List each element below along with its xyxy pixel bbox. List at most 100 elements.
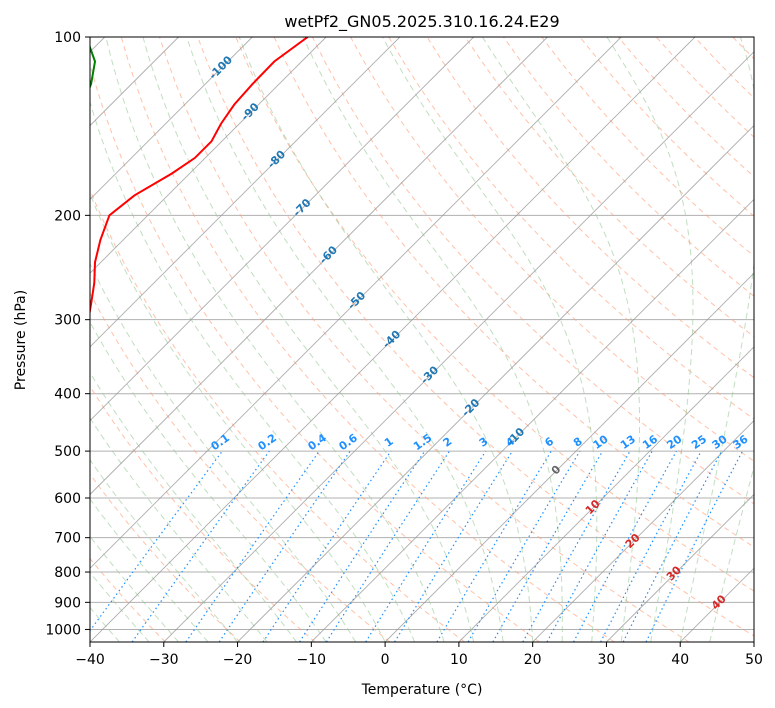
mixing-ratio-label: 8 <box>571 435 585 450</box>
isotherm-line <box>90 37 253 200</box>
moist-adiabat-line <box>709 464 754 642</box>
mixing-ratio-label: 25 <box>689 433 709 452</box>
grid-layer <box>90 37 775 642</box>
mixing-ratio-label: 1 <box>382 435 396 450</box>
y-tick-label: 700 <box>54 531 81 547</box>
isotherm-line <box>90 37 696 642</box>
isotherm-line <box>384 272 754 642</box>
y-tick-label: 1000 <box>45 622 81 638</box>
mixing-ratio-line <box>572 450 677 642</box>
moist-adiabat-line <box>302 37 563 642</box>
y-tick-label: 600 <box>54 491 81 507</box>
mixing-ratio-label: 0.4 <box>306 431 330 453</box>
dry-adiabat-line <box>464 37 754 338</box>
isotherm-label: -50 <box>345 289 368 312</box>
isotherm-label: 40 <box>709 592 729 612</box>
x-tick-label: −20 <box>223 652 253 668</box>
isotherm-line <box>606 493 754 642</box>
moist-adiabat-line <box>90 459 238 642</box>
isotherm-line <box>90 37 327 274</box>
isotherm-line <box>90 37 474 422</box>
temperature-profile-line <box>90 37 309 317</box>
mixing-ratio-line <box>394 450 513 642</box>
moist-adiabat-line <box>679 37 754 642</box>
isotherm-line <box>163 51 754 642</box>
y-axis-label: Pressure (hPa) <box>13 290 29 390</box>
dry-adiabat-line <box>159 37 690 642</box>
series-layer <box>90 37 309 317</box>
x-axis-label: Temperature (°C) <box>361 682 483 698</box>
isotherm-line <box>90 37 622 569</box>
dry-adiabat-line <box>655 37 754 138</box>
dry-adiabat-line <box>311 37 754 505</box>
x-tick-label: 10 <box>450 652 468 668</box>
x-tick-label: 50 <box>745 652 763 668</box>
mixing-ratio-label: 1.5 <box>411 431 434 453</box>
y-tick-label: 400 <box>54 387 81 403</box>
dry-adiabat-line <box>197 37 754 637</box>
isotherm-line <box>90 37 548 496</box>
moist-adiabat-line <box>90 371 297 642</box>
mixing-ratio-line <box>645 450 744 642</box>
y-tick-label: 500 <box>54 444 81 460</box>
dry-adiabat-line <box>388 37 754 420</box>
mixing-ratio-line <box>299 450 426 642</box>
isotherm-line <box>90 37 401 348</box>
y-tick-label: 800 <box>54 565 81 581</box>
isotherm-label: 10 <box>583 497 603 517</box>
isotherm-label: -30 <box>418 363 441 386</box>
x-tick-label: −10 <box>297 652 327 668</box>
isotherm-label: -80 <box>265 148 288 171</box>
y-tick-label: 900 <box>54 595 81 611</box>
axes-layer: −40 −30 −20 −10 0 10 20 30 40 5010020030040050060… <box>45 30 763 668</box>
mixing-ratio-line <box>325 450 450 642</box>
mixing-ratio-line <box>546 450 653 642</box>
dry-adiabat-line <box>120 37 615 642</box>
moist-adiabat-line <box>90 262 357 642</box>
dry-adiabat-line <box>273 37 754 548</box>
mixing-ratio-label: 30 <box>710 432 730 452</box>
x-tick-label: −40 <box>75 652 105 668</box>
isotherm-line <box>311 198 754 642</box>
mixing-ratio-line <box>467 450 581 642</box>
isotherm-line <box>532 420 754 642</box>
mixing-ratio-label: 0.1 <box>209 431 232 453</box>
mixing-ratio-label: 13 <box>618 433 638 452</box>
mixing-ratio-line <box>185 450 320 642</box>
mixing-ratio-label: 3 <box>477 435 491 450</box>
moist-adiabat-line <box>90 535 179 642</box>
x-tick-label: 20 <box>524 652 542 668</box>
mixing-ratio-line <box>90 450 223 632</box>
dry-adiabat-line <box>771 37 775 642</box>
y-tick-label: 300 <box>54 313 81 329</box>
moist-adiabat-line <box>606 37 694 642</box>
isotherm-line <box>753 641 754 642</box>
dry-adiabat-line <box>90 62 540 642</box>
moist-adiabat-line <box>238 37 534 642</box>
moist-adiabat-line <box>382 37 598 642</box>
mixing-ratio-line <box>436 450 552 642</box>
moist-adiabat-line <box>90 571 150 642</box>
dry-adiabat-line <box>426 37 754 379</box>
x-tick-label: 30 <box>598 652 616 668</box>
isotherm-line <box>679 567 754 642</box>
isotherm-label: -40 <box>380 328 403 351</box>
x-tick-label: 40 <box>671 652 689 668</box>
moist-adiabat-line <box>90 498 209 642</box>
isotherm-label: 0 <box>549 462 564 477</box>
isotherm-label: -20 <box>459 396 482 419</box>
chart-title: wetPf2_GN05.2025.310.16.24.E29 <box>284 12 559 32</box>
y-tick-label: 200 <box>54 208 81 224</box>
isotherm-label: -100 <box>206 53 235 82</box>
dry-adiabat-line <box>90 188 465 642</box>
dry-adiabat-line <box>694 37 754 99</box>
moist-adiabat-line <box>105 37 445 642</box>
mixing-ratio-line <box>522 450 631 642</box>
dry-adiabat-line <box>90 473 241 642</box>
plot-frame <box>89 36 755 643</box>
mixing-ratio-line <box>131 450 270 642</box>
moist-adiabat-line <box>90 321 327 642</box>
mixing-ratio-line <box>218 450 351 642</box>
moist-adiabat-line <box>90 417 268 642</box>
isotherm-label: -90 <box>239 100 262 123</box>
